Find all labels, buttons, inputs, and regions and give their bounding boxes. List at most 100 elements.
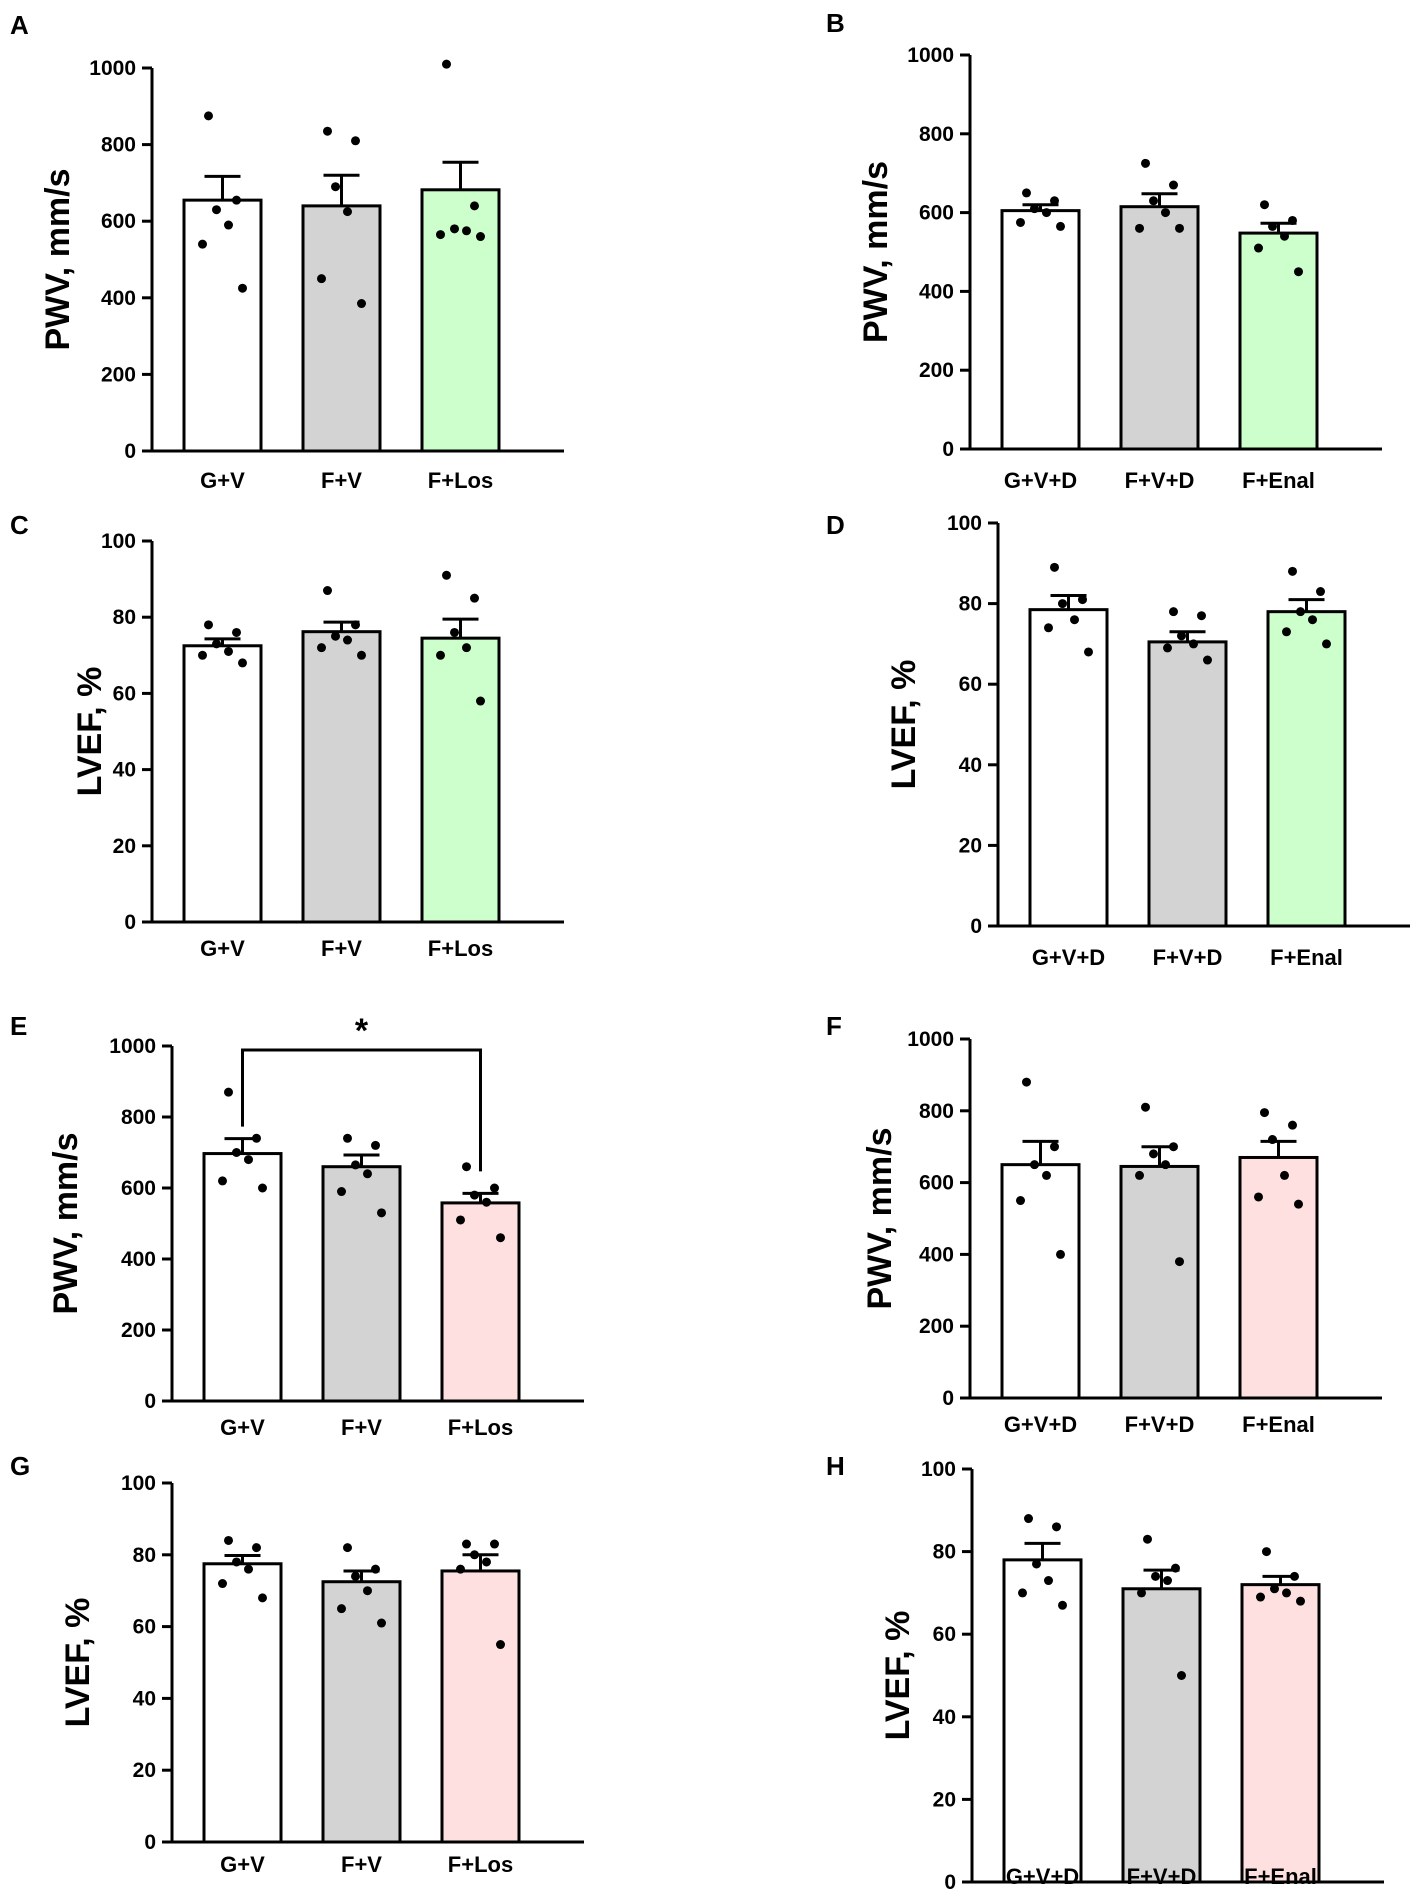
panel-a: A 0 200 400 600 800 1000 PWV, mm/s G+V F+V F+Los: [10, 10, 564, 493]
data-point: [450, 224, 459, 234]
y-tick-label: 0: [942, 1387, 954, 1410]
data-point: [1042, 208, 1051, 218]
data-point: [317, 643, 326, 653]
y-tick-label: 1000: [109, 1035, 156, 1058]
bar: [1266, 610, 1347, 928]
panel-d: D 0 20 40 60 80 100 LVEF, % G+V+D F+V+D F+Enal: [826, 510, 1410, 970]
data-point: [1177, 631, 1186, 641]
data-point: [351, 136, 360, 146]
data-point: [1268, 221, 1277, 231]
y-axis-title: PWV, mm/s: [39, 168, 77, 350]
data-point: [351, 1160, 360, 1170]
data-point: [442, 59, 451, 69]
bar: [1119, 1164, 1200, 1400]
category-label: G+V+D: [1004, 1412, 1077, 1437]
data-point: [351, 620, 360, 630]
data-point: [490, 1183, 499, 1193]
y-tick-label: 80: [933, 1541, 956, 1564]
bar: [1000, 209, 1081, 451]
data-point: [1256, 1592, 1265, 1602]
category-label: F+V: [341, 1852, 382, 1877]
data-point: [1288, 215, 1297, 225]
panel-letter: C: [10, 510, 29, 540]
data-point: [252, 1543, 261, 1553]
data-point: [1018, 1588, 1027, 1598]
y-tick-label: 100: [121, 1472, 156, 1495]
y-tick-label: 600: [101, 210, 136, 233]
bar: [1147, 640, 1228, 928]
data-point: [1268, 1135, 1277, 1145]
category-label: F+V+D: [1125, 1412, 1195, 1437]
data-point: [1260, 1108, 1269, 1118]
data-point: [371, 1140, 380, 1150]
data-point: [1189, 639, 1198, 649]
data-point: [323, 126, 332, 136]
data-point: [1308, 615, 1317, 625]
category-label: G+V: [220, 1415, 265, 1440]
data-point: [232, 1557, 241, 1567]
y-tick-label: 0: [942, 438, 954, 461]
category-label: G+V+D: [1004, 468, 1077, 493]
y-tick-label: 1000: [907, 44, 954, 67]
data-point: [462, 643, 471, 653]
y-tick-label: 0: [124, 440, 136, 463]
category-label: F+V: [321, 936, 362, 961]
panel-f: F 0 200 400 600 800 1000 PWV, mm/s G+V+D F+V+D F+E…: [826, 1011, 1382, 1437]
data-point: [363, 1586, 372, 1596]
data-point: [1316, 587, 1325, 597]
data-point: [232, 195, 241, 205]
data-point: [377, 1618, 386, 1628]
data-point: [224, 220, 233, 230]
data-point: [1050, 562, 1059, 572]
data-point: [1135, 1170, 1144, 1180]
bar: [440, 1201, 521, 1403]
data-point: [1151, 1571, 1160, 1581]
bar: [182, 644, 263, 924]
y-tick-label: 600: [919, 202, 954, 225]
y-axis-title: LVEF, %: [59, 1598, 97, 1728]
y-tick-label: 80: [133, 1544, 156, 1567]
y-tick-label: 0: [944, 1871, 956, 1892]
data-point: [1050, 196, 1059, 206]
data-point: [238, 283, 247, 293]
data-point: [1203, 655, 1212, 665]
panel-letter: B: [826, 8, 845, 38]
y-tick-label: 1000: [89, 57, 136, 80]
data-point: [331, 182, 340, 192]
data-point: [1254, 243, 1263, 253]
data-point: [1056, 221, 1065, 231]
data-point: [1163, 1576, 1172, 1586]
data-point: [212, 205, 221, 215]
category-label: F+Los: [428, 936, 493, 961]
data-point: [470, 1190, 479, 1200]
bar: [182, 198, 263, 453]
data-point: [470, 201, 479, 211]
data-point: [436, 650, 445, 660]
bar: [1002, 1558, 1083, 1884]
data-point: [204, 620, 213, 630]
bar: [1121, 1587, 1202, 1884]
y-tick-label: 400: [121, 1248, 156, 1271]
data-point: [1070, 615, 1079, 625]
data-point: [238, 658, 247, 668]
data-point: [244, 1155, 253, 1165]
bar: [202, 1562, 283, 1844]
y-tick-label: 40: [133, 1687, 156, 1710]
y-tick-label: 600: [919, 1172, 954, 1195]
y-tick-label: 800: [919, 1100, 954, 1123]
data-point: [1058, 599, 1067, 609]
bar: [301, 630, 382, 924]
data-point: [1175, 1257, 1184, 1267]
y-tick-label: 40: [933, 1706, 956, 1729]
data-point: [1141, 1102, 1150, 1112]
data-point: [1084, 647, 1093, 657]
data-point: [337, 1604, 346, 1614]
panel-e: E 0 200 400 600 800 1000 PWV, mm/s G+V F+V F+Los *: [10, 1011, 584, 1440]
category-label: F+Los: [428, 468, 493, 493]
data-point: [1169, 607, 1178, 617]
data-point: [1149, 1149, 1158, 1159]
y-tick-label: 0: [124, 911, 136, 934]
data-point: [357, 299, 366, 309]
data-point: [218, 1176, 227, 1186]
data-point: [1294, 1199, 1303, 1209]
